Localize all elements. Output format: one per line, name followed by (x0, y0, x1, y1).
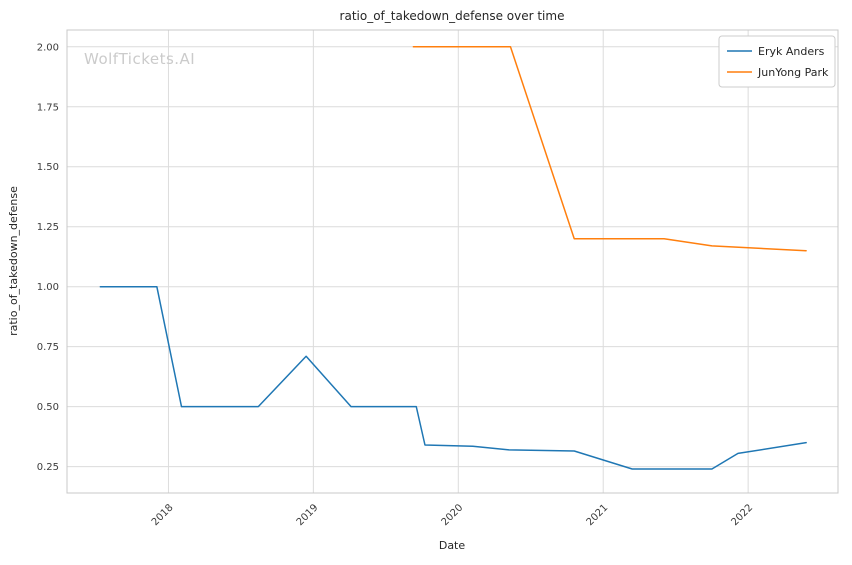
y-tick-label: 1.25 (37, 222, 59, 233)
x-axis-label: Date (439, 539, 466, 552)
y-tick-label: 0.75 (37, 342, 59, 353)
legend-label-junyong-park: JunYong Park (757, 66, 829, 79)
legend-box (718, 35, 836, 88)
grid-layer (67, 30, 838, 493)
y-tick-label: 0.25 (37, 462, 59, 473)
x-tick-label: 2018 (150, 502, 176, 528)
y-tick-label: 1.75 (37, 102, 59, 113)
x-tick-label: 2022 (729, 502, 755, 528)
legend-label-eryk-anders: Eryk Anders (758, 45, 825, 58)
x-tick-label: 2021 (585, 502, 611, 528)
chart-title: ratio_of_takedown_defense over time (340, 9, 565, 23)
watermark: WolfTickets.AI (84, 50, 195, 68)
plot-frame (66, 29, 839, 494)
series-line-junyong-park (412, 46, 807, 252)
axis-layer: 0.25 0.50 0.75 1.00 1.25 1.50 1.75 2.00 2018 2019… (37, 29, 839, 528)
series-layer (99, 46, 807, 470)
y-tick-label: 1.50 (37, 162, 59, 173)
x-tick-label: 2019 (295, 502, 321, 528)
x-tick-label: 2020 (440, 502, 466, 528)
y-tick-label: 2.00 (37, 42, 59, 53)
y-tick-label: 1.00 (37, 282, 59, 293)
y-axis-label: ratio_of_takedown_defense (7, 186, 20, 336)
y-tick-label: 0.50 (37, 402, 59, 413)
legend: Eryk Anders JunYong Park (718, 35, 836, 88)
series-line-eryk-anders (99, 285, 807, 470)
